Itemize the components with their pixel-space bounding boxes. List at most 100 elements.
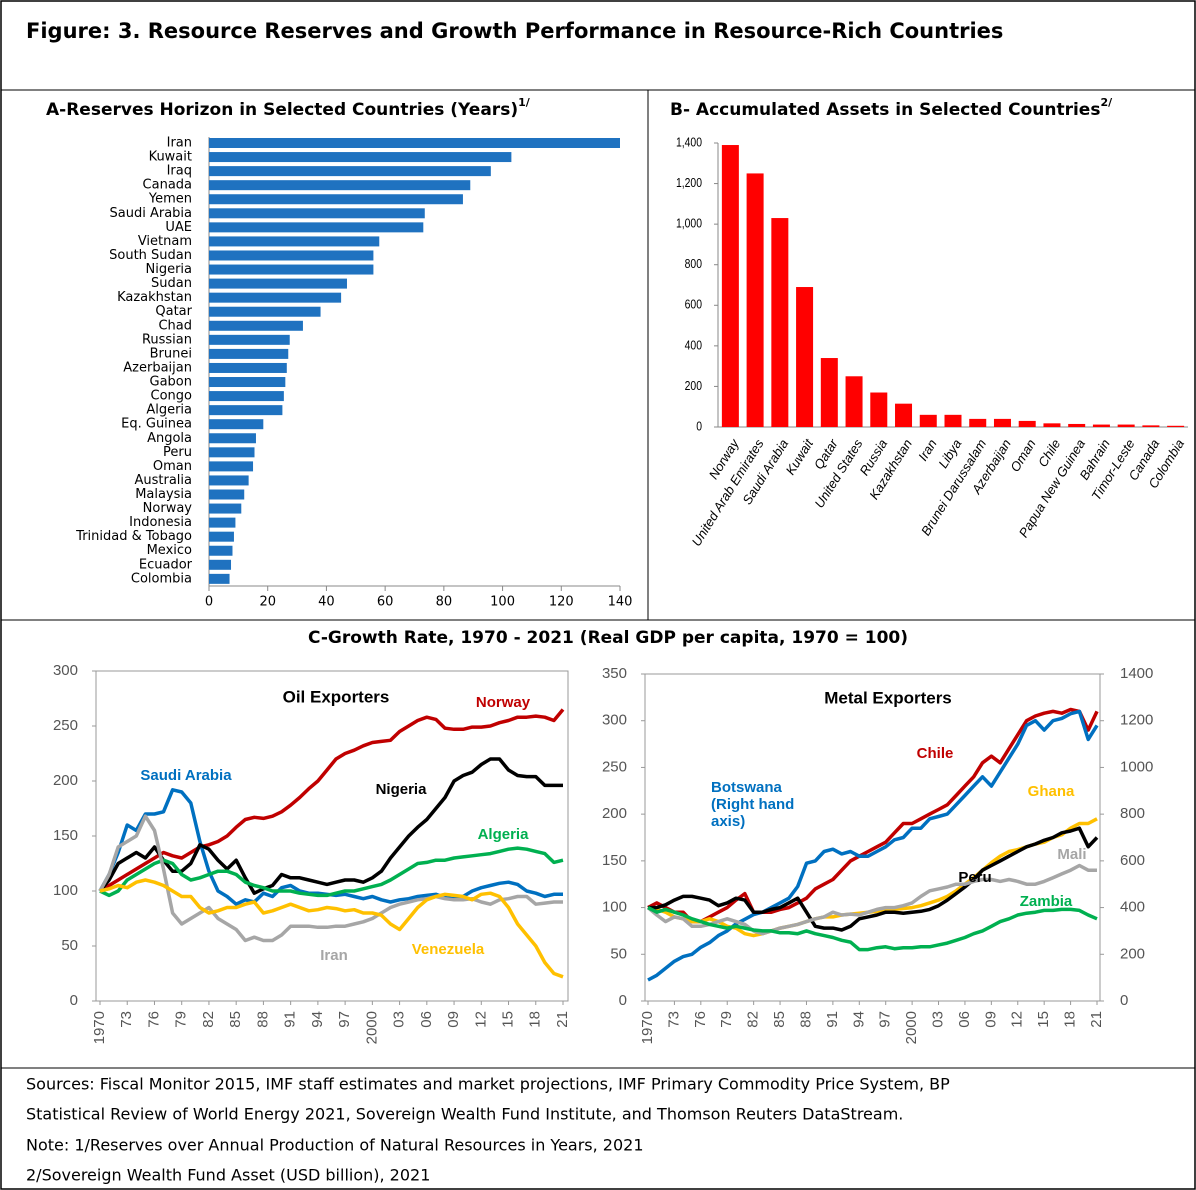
series-line [646,863,1097,936]
series-label-text: Botswana (Right hand axis) [711,779,795,830]
category-label: Iran [915,436,940,463]
y-tick-label: 150 [602,852,627,869]
series-label: Peru [958,869,991,886]
x-tick-label: 88 [254,1011,271,1028]
y-tick-label: 400 [685,338,703,352]
bar [796,287,814,427]
category-label: Azerbaijan [123,360,192,375]
bar [721,145,739,427]
y2-tick-label: 600 [1120,852,1145,869]
series-label: Iran [320,947,348,964]
category-label: Algeria [146,403,192,418]
x-tick-label: 91 [282,1011,299,1028]
note: Note: 1/Reserves over Annual Production … [26,1136,644,1155]
x-tick-label: 76 [692,1011,709,1028]
x-tick-label: 1970 [639,1011,656,1044]
bar [209,503,242,514]
category-label: Iraq [167,164,192,179]
note: Sources: Fiscal Monitor 2015, IMF staff … [26,1075,950,1094]
bar [209,278,347,289]
y-tick-label: 200 [53,772,78,789]
bar [209,208,425,219]
bar [209,461,254,472]
x-tick-label: 03 [929,1011,946,1028]
x-tick-label: 97 [336,1011,353,1028]
category-label: Saudi Arabia [110,206,193,221]
x-tick-label: 15 [499,1011,516,1028]
y-tick-label: 600 [685,298,703,312]
category-label: Colombia [131,571,192,586]
series-label: Botswana (Right hand axis) [711,779,795,830]
series-label: Zambia [1020,893,1073,910]
x-tick-label: 80 [436,595,453,610]
bar [209,320,303,331]
bar [209,362,287,373]
category-label: Gabon [150,375,193,390]
note: Statistical Review of World Energy 2021,… [26,1105,903,1124]
y2-tick-label: 400 [1120,899,1145,916]
series-line [647,906,1098,952]
x-tick-label: 94 [309,1011,326,1028]
y-tick-label: 50 [61,937,78,954]
x-tick-label: 1970 [91,1011,108,1044]
category-label: Kazakhstan [117,290,192,305]
series-label: Ghana [1028,783,1075,800]
series-line [648,826,1099,932]
bar [209,292,342,303]
bar [209,236,380,247]
x-tick-label: 40 [318,595,335,610]
x-tick-label: 82 [745,1011,762,1028]
x-tick-label: 18 [1062,1011,1079,1028]
category-label: Brunei [150,346,192,361]
bar [895,403,913,427]
y-tick-label: 50 [610,945,627,962]
bar [870,392,888,427]
category-label: Norway [143,501,193,516]
y-tick-label: 1,200 [676,176,702,190]
y-tick-label: 1,000 [676,217,702,231]
plot-frame [644,673,1101,1002]
series-label: Chile [917,745,954,762]
x-tick-label: 120 [549,595,574,610]
x-tick-label: 03 [391,1011,408,1028]
title-note: 2/ [1100,96,1113,109]
bar [209,419,264,430]
series-line [99,878,564,979]
bar [1117,424,1135,427]
y-tick-label: 300 [53,662,78,679]
x-tick-label: 76 [145,1011,162,1028]
bar [209,405,283,416]
x-tick-label: 73 [665,1011,682,1028]
x-tick-label: 82 [200,1011,217,1028]
y2-tick-label: 1000 [1120,758,1153,775]
y-tick-label: 300 [602,712,627,729]
y2-tick-label: 1200 [1120,712,1153,729]
category-label: Eq. Guinea [121,417,192,432]
bar [209,377,286,388]
category-label: Congo [151,389,193,404]
bar [1092,424,1110,427]
series-line [647,709,1099,982]
x-tick-label: 2000 [903,1011,920,1044]
bar [209,348,289,359]
y-tick-label: 250 [53,717,78,734]
x-tick-label: 21 [1088,1011,1105,1028]
x-tick-label: 100 [490,595,515,610]
category-label: Indonesia [129,515,192,530]
x-tick-label: 60 [377,595,394,610]
category-label: Canada [143,178,192,193]
panel-title: B- Accumulated Assets in Selected Countr… [670,96,1113,120]
x-tick-label: 85 [227,1011,244,1028]
x-tick-label: 12 [1009,1011,1026,1028]
bar [209,433,256,444]
bar [209,180,471,191]
category-label: Angola [147,431,192,446]
x-tick-label: 79 [173,1011,190,1028]
series-line [98,788,563,906]
category-label: Trinidad & Tobago [75,529,192,544]
x-tick-label: 09 [445,1011,462,1028]
figure-title: Figure: 3. Resource Reserves and Growth … [26,19,1003,43]
chart-heading: Oil Exporters [283,687,390,706]
series-label: Norway [476,694,531,711]
